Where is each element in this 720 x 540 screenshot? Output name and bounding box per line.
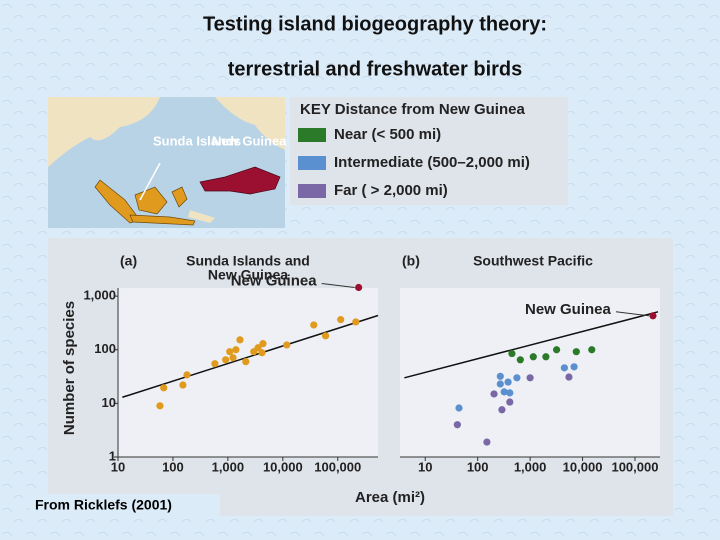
footer-bg: [30, 494, 220, 516]
point: [565, 373, 573, 381]
point: [588, 346, 596, 354]
fit-line: [404, 311, 659, 379]
y-tick-label: 1,000: [83, 288, 116, 303]
point: [513, 374, 521, 382]
annotation: New Guinea: [231, 272, 318, 289]
chart-title: Sunda Islands and: [186, 253, 310, 269]
x-tick-label: 10,000: [563, 459, 603, 474]
point: [226, 348, 234, 356]
plot-area: [400, 288, 660, 457]
point: [236, 336, 244, 344]
point: [321, 332, 330, 340]
point: [258, 349, 266, 357]
panel-label: (b): [402, 253, 420, 269]
chart-title: Southwest Pacific: [473, 253, 593, 269]
fit-line: [122, 314, 379, 398]
chart-title: New Guinea: [208, 267, 288, 283]
point: [242, 358, 250, 366]
slide-subtitle: terrestrial and freshwater birds: [228, 58, 523, 80]
point: [156, 402, 164, 410]
footer: From Ricklefs (2001): [35, 497, 172, 513]
point: [179, 381, 187, 389]
x-tick-label: 10: [418, 459, 432, 474]
y-tick-label: 1: [109, 448, 116, 463]
point: [183, 371, 191, 379]
point: [649, 312, 657, 320]
point: [560, 364, 568, 372]
point: [453, 421, 461, 429]
key: KEY Distance from New Guinea: [290, 97, 568, 205]
point: [222, 356, 230, 364]
key-label: Intermediate (500–2,000 mi): [334, 154, 530, 171]
key-title: KEY Distance from New Guinea: [300, 101, 525, 118]
point: [496, 380, 504, 388]
x-tick-label: 10,000: [263, 459, 303, 474]
point: [506, 398, 514, 406]
point: [310, 321, 318, 329]
y-tick-label: 100: [94, 341, 116, 356]
x-tick-label: 1,000: [212, 459, 245, 474]
point: [500, 388, 508, 396]
x-tick-label: 1,000: [514, 459, 547, 474]
point: [483, 438, 491, 446]
key-label: Far ( > 2,000 mi): [334, 182, 448, 199]
annotation: New Guinea: [525, 301, 612, 318]
point: [211, 360, 219, 368]
point: [498, 406, 506, 414]
point: [506, 389, 514, 397]
panel-label: (a): [120, 253, 137, 269]
point: [283, 341, 291, 349]
x-tick-label: 10: [111, 459, 125, 474]
x-tick-label: 100,000: [314, 459, 361, 474]
point: [232, 346, 240, 354]
x-tick-label: 100,000: [611, 459, 658, 474]
x-tick-label: 100: [162, 459, 184, 474]
key-box: [290, 97, 568, 205]
point: [229, 354, 237, 362]
point: [259, 340, 267, 348]
x-axis-label: Area (mi²): [355, 489, 425, 506]
point: [490, 390, 498, 398]
key-label: Near (< 500 mi): [334, 126, 441, 143]
map-label: New Guinea: [212, 133, 287, 148]
map-label: Sunda Islands: [153, 133, 241, 148]
point: [160, 384, 168, 392]
key-swatch: [298, 156, 326, 170]
point: [254, 344, 262, 352]
annotation-leader: [321, 282, 355, 288]
point: [553, 346, 561, 354]
point: [455, 404, 463, 412]
y-tick-label: 10: [102, 395, 116, 410]
key-swatch: [298, 184, 326, 198]
point: [529, 353, 537, 361]
point: [508, 349, 516, 358]
point: [355, 283, 363, 292]
point: [352, 318, 360, 326]
annotation-leader: [615, 311, 649, 317]
point: [542, 353, 550, 361]
point: [570, 363, 578, 371]
point: [526, 374, 534, 382]
point: [516, 356, 524, 364]
map: Sunda Islands New Guinea: [48, 97, 287, 228]
key-swatch: [298, 128, 326, 142]
y-axis-label: Number of species: [61, 301, 78, 435]
point: [496, 372, 504, 380]
x-tick-label: 100: [467, 459, 489, 474]
point: [337, 316, 345, 324]
point: [572, 348, 580, 356]
plot-area: [118, 288, 378, 457]
slide-title: Testing island biogeography theory:: [203, 13, 547, 35]
point: [504, 378, 512, 386]
